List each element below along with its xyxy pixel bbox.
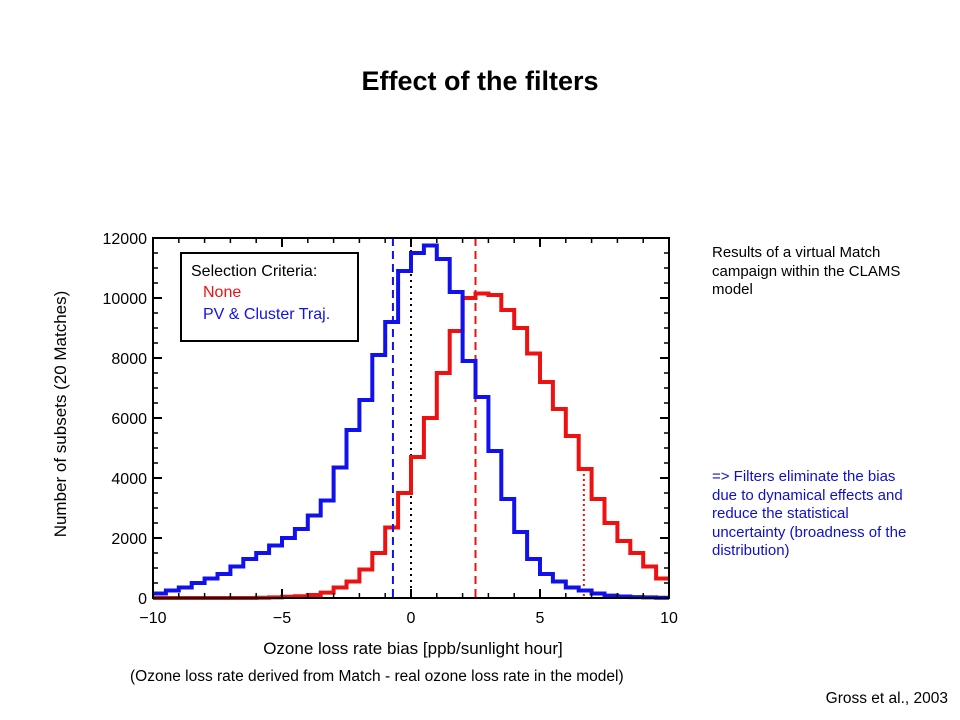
x-tick-label: 0 — [407, 610, 416, 627]
y-tick-label: 12000 — [103, 231, 148, 248]
legend-box — [180, 252, 359, 342]
y-tick-label: 2000 — [111, 531, 147, 548]
figure-caption: (Ozone loss rate derived from Match - re… — [130, 668, 624, 685]
tick-labels: −10 −5 0 5 10 0 2000 4000 6000 8000 10000 12000 — [103, 231, 679, 627]
legend: Selection Criteria: None PV & Cluster Tr… — [180, 252, 359, 342]
results-note: Results of a virtual Match campaign with… — [712, 244, 901, 298]
axis-ticks — [152, 237, 670, 599]
legend-entry-none: None — [203, 284, 241, 301]
y-tick-label: 0 — [138, 591, 147, 608]
x-tick-label: −5 — [273, 610, 291, 627]
slide-title: Effect of the filters — [361, 66, 599, 96]
legend-title: Selection Criteria: — [191, 263, 317, 280]
legend-entry-pv-cluster: PV & Cluster Traj. — [203, 306, 330, 323]
series-1-step-line — [153, 243, 669, 600]
conclusion-note: => Filters eliminate the bias due to dyn… — [712, 468, 907, 559]
y-tick-label: 8000 — [111, 351, 147, 368]
y-tick-label: 6000 — [111, 411, 147, 428]
y-tick-label: 10000 — [103, 291, 148, 308]
x-tick-label: 5 — [536, 610, 545, 627]
x-tick-label: 10 — [660, 610, 678, 627]
x-tick-label: −10 — [139, 610, 166, 627]
x-axis-title: Ozone loss rate bias [ppb/sunlight hour] — [263, 639, 563, 658]
y-tick-label: 4000 — [111, 471, 147, 488]
citation: Gross et al., 2003 — [825, 690, 948, 707]
y-axis-title: Number of subsets (20 Matches) — [51, 291, 70, 538]
